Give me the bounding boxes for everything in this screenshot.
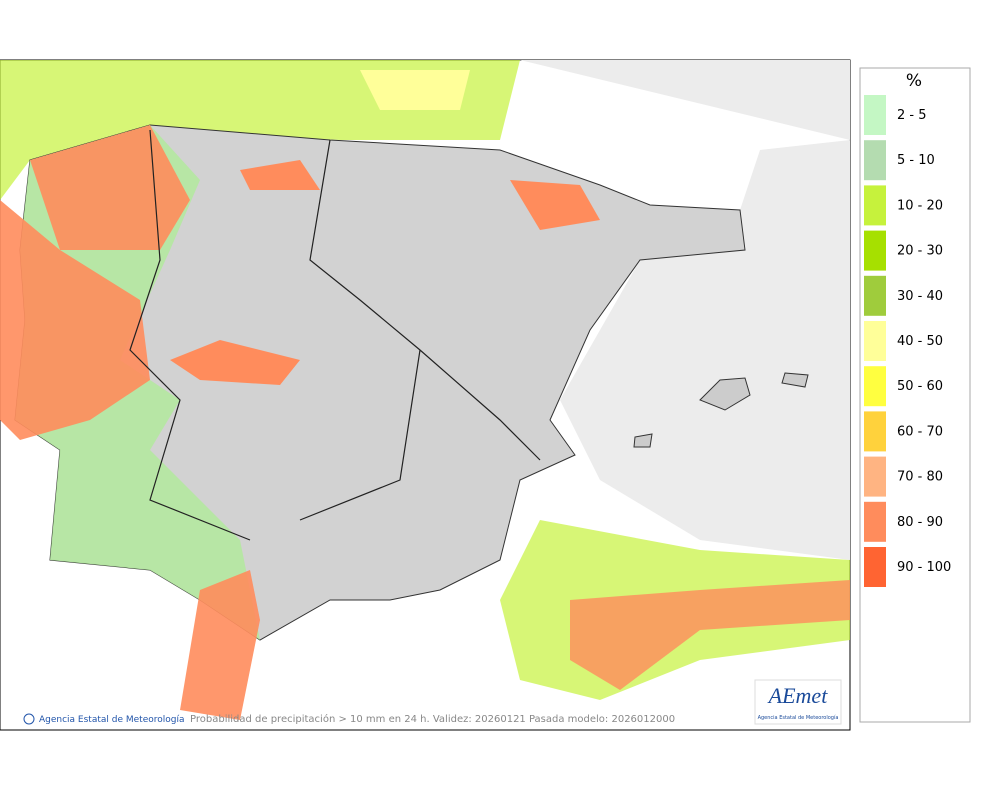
legend: % 2 - 5 5 - 10 10 - 20 20 - 30 30 - 40 40 - 5… <box>859 67 971 723</box>
legend-swatch <box>864 95 886 135</box>
copyright-icon <box>23 713 35 725</box>
legend-label: 80 - 90 <box>897 515 943 530</box>
precip-area <box>510 180 600 230</box>
legend-swatch <box>864 321 886 361</box>
legend-swatch <box>864 275 886 316</box>
precip-area <box>170 340 300 385</box>
legend-swatch <box>864 230 886 271</box>
legend-swatch <box>864 456 886 497</box>
legend-swatch <box>864 366 886 407</box>
map: Agencia Estatal de Meteorología Probabil… <box>0 59 851 731</box>
agency-text: Agencia Estatal de Meteorología <box>39 715 185 725</box>
legend-label: 5 - 10 <box>897 153 935 168</box>
sea <box>520 60 850 560</box>
legend-label: 40 - 50 <box>897 334 943 349</box>
legend-swatch <box>864 140 886 181</box>
logo-box <box>754 679 842 725</box>
legend-label: 90 - 100 <box>897 560 951 575</box>
precip-area <box>0 200 150 440</box>
precip-area <box>240 160 320 190</box>
legend-swatch <box>864 411 886 452</box>
legend-label: 70 - 80 <box>897 470 943 485</box>
legend-swatch <box>864 501 886 542</box>
legend-label: 2 - 5 <box>897 108 927 123</box>
legend-label: 50 - 60 <box>897 379 943 394</box>
logo: AEmet <box>767 683 829 708</box>
border <box>129 129 541 541</box>
logo-subtitle: Agencia Estatal de Meteorología <box>758 714 839 721</box>
legend-label: 20 - 30 <box>897 244 943 259</box>
legend-label: 60 - 70 <box>897 424 943 439</box>
precip-area <box>30 125 190 250</box>
island <box>633 433 653 448</box>
precip-area <box>180 570 260 720</box>
legend-label: 10 - 20 <box>897 198 943 213</box>
legend-swatch <box>864 185 886 226</box>
legend-title: % <box>906 71 922 91</box>
island <box>781 372 809 388</box>
legend-swatch <box>864 547 886 587</box>
island <box>699 377 751 411</box>
precip-area <box>360 70 470 110</box>
caption: Probabilidad de precipitación > 10 mm en… <box>190 713 675 725</box>
legend-label: 30 - 40 <box>897 289 943 304</box>
precip-area <box>570 580 850 690</box>
